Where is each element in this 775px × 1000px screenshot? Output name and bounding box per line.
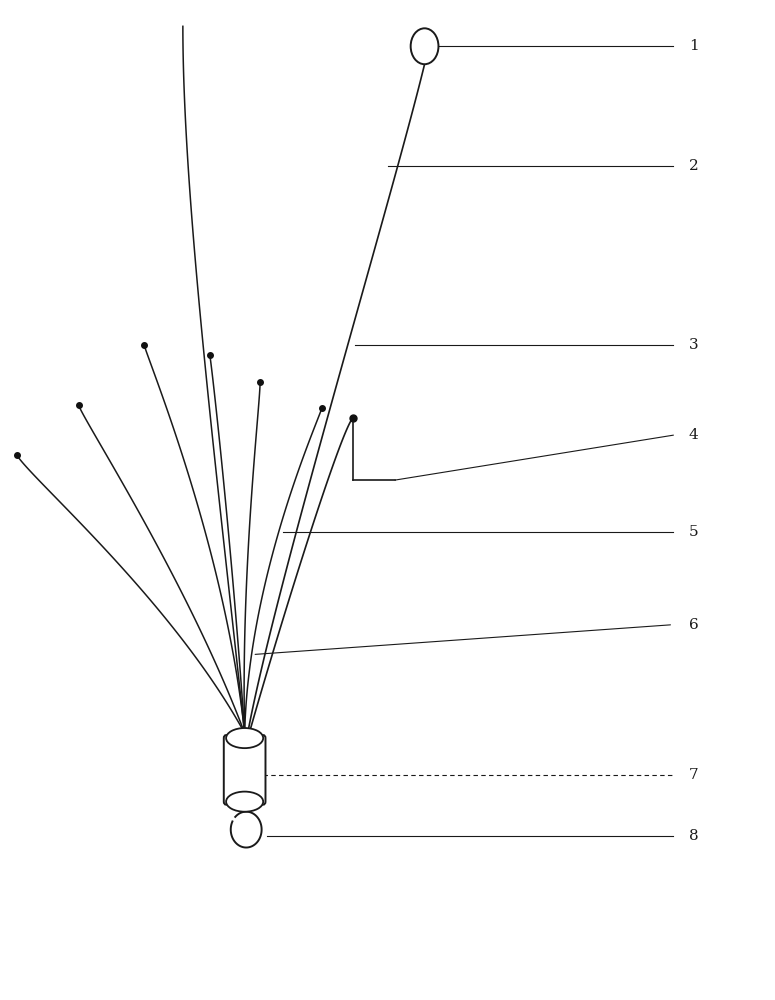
Text: 5: 5 [689, 525, 698, 539]
Text: 3: 3 [689, 338, 698, 352]
Circle shape [411, 28, 439, 64]
FancyBboxPatch shape [224, 735, 266, 805]
Text: 4: 4 [689, 428, 698, 442]
Text: 1: 1 [689, 39, 698, 53]
Text: 6: 6 [689, 618, 698, 632]
Ellipse shape [226, 728, 264, 748]
Text: 8: 8 [689, 829, 698, 843]
Text: 7: 7 [689, 768, 698, 782]
Text: 2: 2 [689, 159, 698, 173]
Ellipse shape [226, 792, 264, 812]
